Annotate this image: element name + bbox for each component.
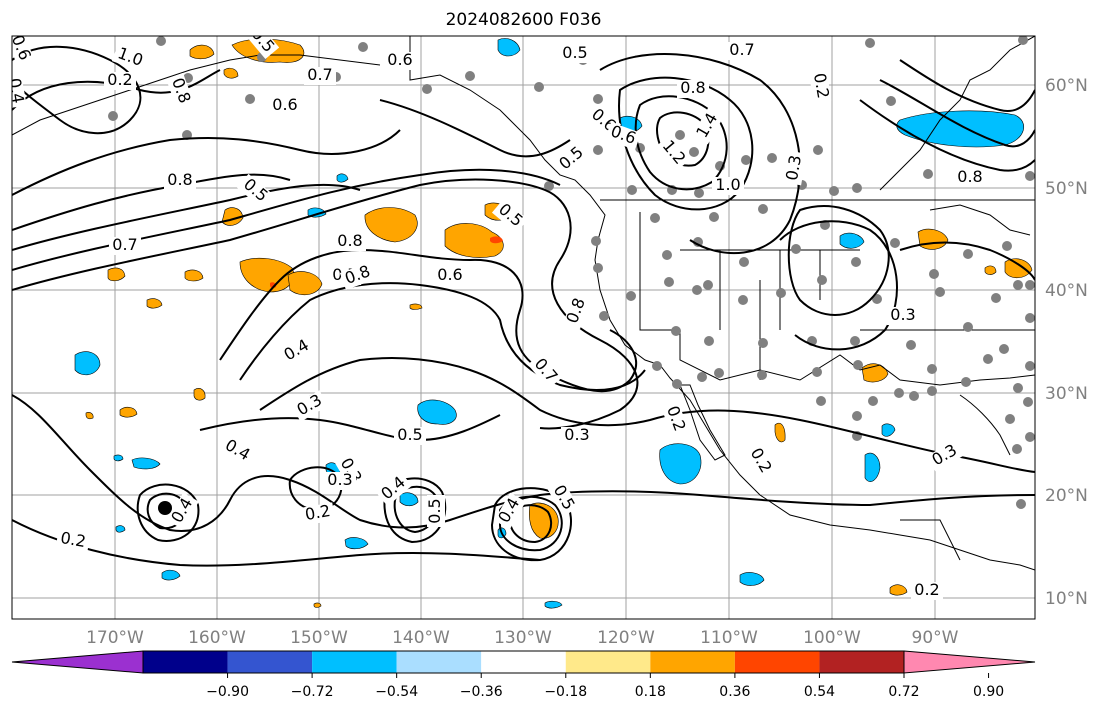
colorbar-segment [312, 651, 397, 673]
colorbar-tick-label: 0.72 [888, 684, 919, 700]
contour-label: 0.6 [8, 32, 35, 63]
colorbar-segment [819, 651, 904, 673]
colorbar-segment [227, 651, 313, 673]
contour-label: 0.5 [397, 425, 422, 444]
colorbar-segment [396, 651, 482, 673]
lon-tick-label: 90°W [912, 628, 959, 648]
colorbar-segment [734, 651, 820, 673]
contour-label: 0.6 [387, 50, 412, 69]
lon-tick-label: 130°W [494, 628, 552, 648]
lon-tick-label: 160°W [188, 628, 246, 648]
contour-label: 0.6 [272, 95, 297, 114]
colorbar-tick-label: 0.18 [635, 684, 666, 700]
contour-label: 0.8 [167, 170, 192, 189]
contour-label: 0.8 [337, 231, 362, 250]
colorbar-over-arrow [903, 650, 1036, 674]
colorbar-tick-label: 0.36 [719, 684, 750, 700]
contour-label: 0.2 [304, 501, 332, 524]
contour-label: 0.3 [564, 425, 589, 444]
colorbar-tick-label: −0.18 [544, 684, 587, 700]
lon-tick-label: 100°W [803, 628, 861, 648]
colorbar-segment [650, 651, 735, 673]
colorbar-tick-label: 0.54 [804, 684, 835, 700]
station-dots [108, 36, 1035, 509]
contour-label: 0.2 [810, 72, 833, 100]
colorbar-tick-label: 0.90 [973, 684, 1004, 700]
lat-tick-label: 50°N [1045, 179, 1088, 199]
contour-label: 0.2 [107, 70, 132, 89]
colorbar-segment [565, 651, 651, 673]
lon-tick-label: 170°W [86, 628, 144, 648]
lat-tick-label: 60°N [1045, 76, 1088, 96]
lon-tick-label: 140°W [392, 628, 450, 648]
contour-label: 0.7 [307, 65, 332, 84]
lon-axis: 170°W 160°W 150°W 140°W 130°W 120°W 110°W 100°W… [86, 628, 959, 648]
colorbar-tick-label: −0.54 [375, 684, 418, 700]
map-frame [11, 35, 1036, 620]
lon-tick-label: 150°W [290, 628, 348, 648]
contour-label: 0.8 [957, 167, 982, 186]
contour-label: 0.4 [5, 77, 28, 105]
low-center-marker [158, 501, 172, 515]
contour-label: 0.2 [59, 528, 87, 551]
colorbar-outline [142, 650, 905, 674]
lat-tick-label: 20°N [1045, 486, 1088, 506]
contour-label: 0.2 [914, 580, 939, 599]
colorbar-under-arrow [11, 650, 144, 674]
contour-label: 1.0 [715, 175, 740, 194]
contour-label: 0.8 [680, 78, 705, 97]
contour-label: 0.7 [729, 40, 754, 59]
contour-label: 0.3 [890, 305, 915, 324]
lat-tick-label: 10°N [1045, 589, 1088, 609]
lon-tick-label: 120°W [597, 628, 655, 648]
contour-labels: 0.6 1.0 0.8 0.5 0.6 0.7 0.4 0.2 0.6 0.5 0.8 0.7 0.5 0… [5, 32, 986, 600]
contour-label: 0.7 [112, 235, 137, 254]
colorbar: −0.90 −0.72 −0.54 −0.36 −0.18 0.18 0.36 0.54 0.7… [11, 650, 1036, 700]
contour-label: 0.5 [425, 498, 444, 523]
colorbar-segment [481, 651, 566, 673]
contour-label: 0.3 [327, 470, 352, 489]
colorbar-segment [143, 651, 228, 673]
lat-axis: 60°N 50°N 40°N 30°N 20°N 10°N [1045, 76, 1088, 609]
colorbar-tick-label: −0.90 [206, 684, 249, 700]
lat-tick-label: 30°N [1045, 384, 1088, 404]
contour-label: 0.5 [562, 43, 587, 62]
map-title: 2024082600 F036 [445, 10, 602, 30]
colorbar-tick-label: −0.36 [460, 684, 503, 700]
contour-label: 0.6 [437, 265, 462, 284]
contour-label: 0.3 [782, 154, 805, 182]
colorbar-tick-label: −0.72 [291, 684, 334, 700]
lon-tick-label: 110°W [700, 628, 758, 648]
lat-tick-label: 40°N [1045, 281, 1088, 301]
